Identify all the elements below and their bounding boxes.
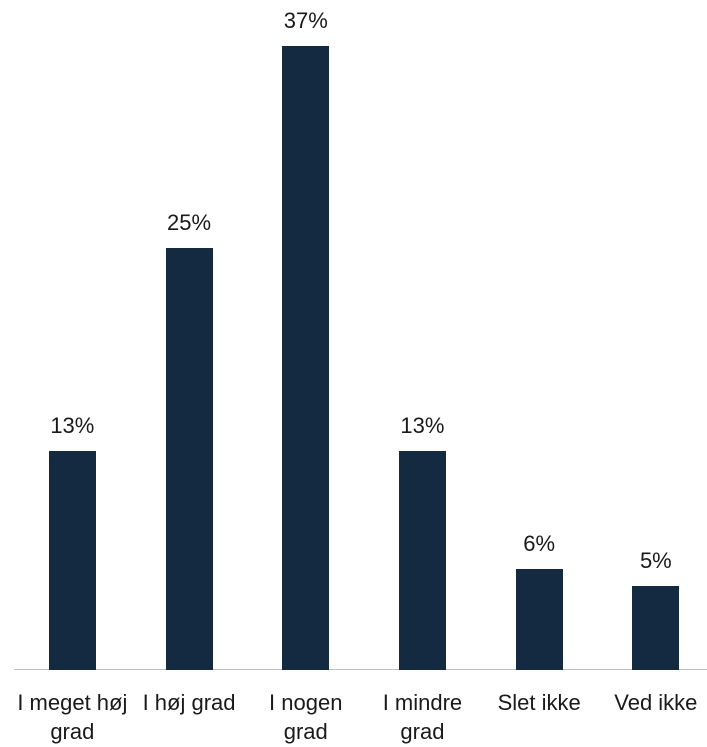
x-tick-label: Ved ikke <box>614 690 698 715</box>
bar <box>282 46 330 670</box>
bar <box>515 568 563 670</box>
value-label: 13% <box>400 412 445 438</box>
bar <box>165 248 213 670</box>
bar <box>48 450 96 670</box>
x-tick-label: Slet ikke <box>497 690 581 715</box>
bar <box>398 450 446 670</box>
bar <box>632 585 680 670</box>
value-label: 13% <box>50 412 95 438</box>
x-tick-label: I meget høj grad <box>17 690 128 744</box>
x-tick-label: I mindre grad <box>382 690 463 744</box>
x-tick-label: I nogen grad <box>269 690 343 744</box>
value-label: 5% <box>639 547 672 573</box>
value-label: 6% <box>523 530 556 556</box>
x-tick-label: I høj grad <box>142 690 236 715</box>
value-label: 25% <box>167 210 212 236</box>
value-label: 37% <box>283 8 328 33</box>
baseline <box>14 669 707 670</box>
